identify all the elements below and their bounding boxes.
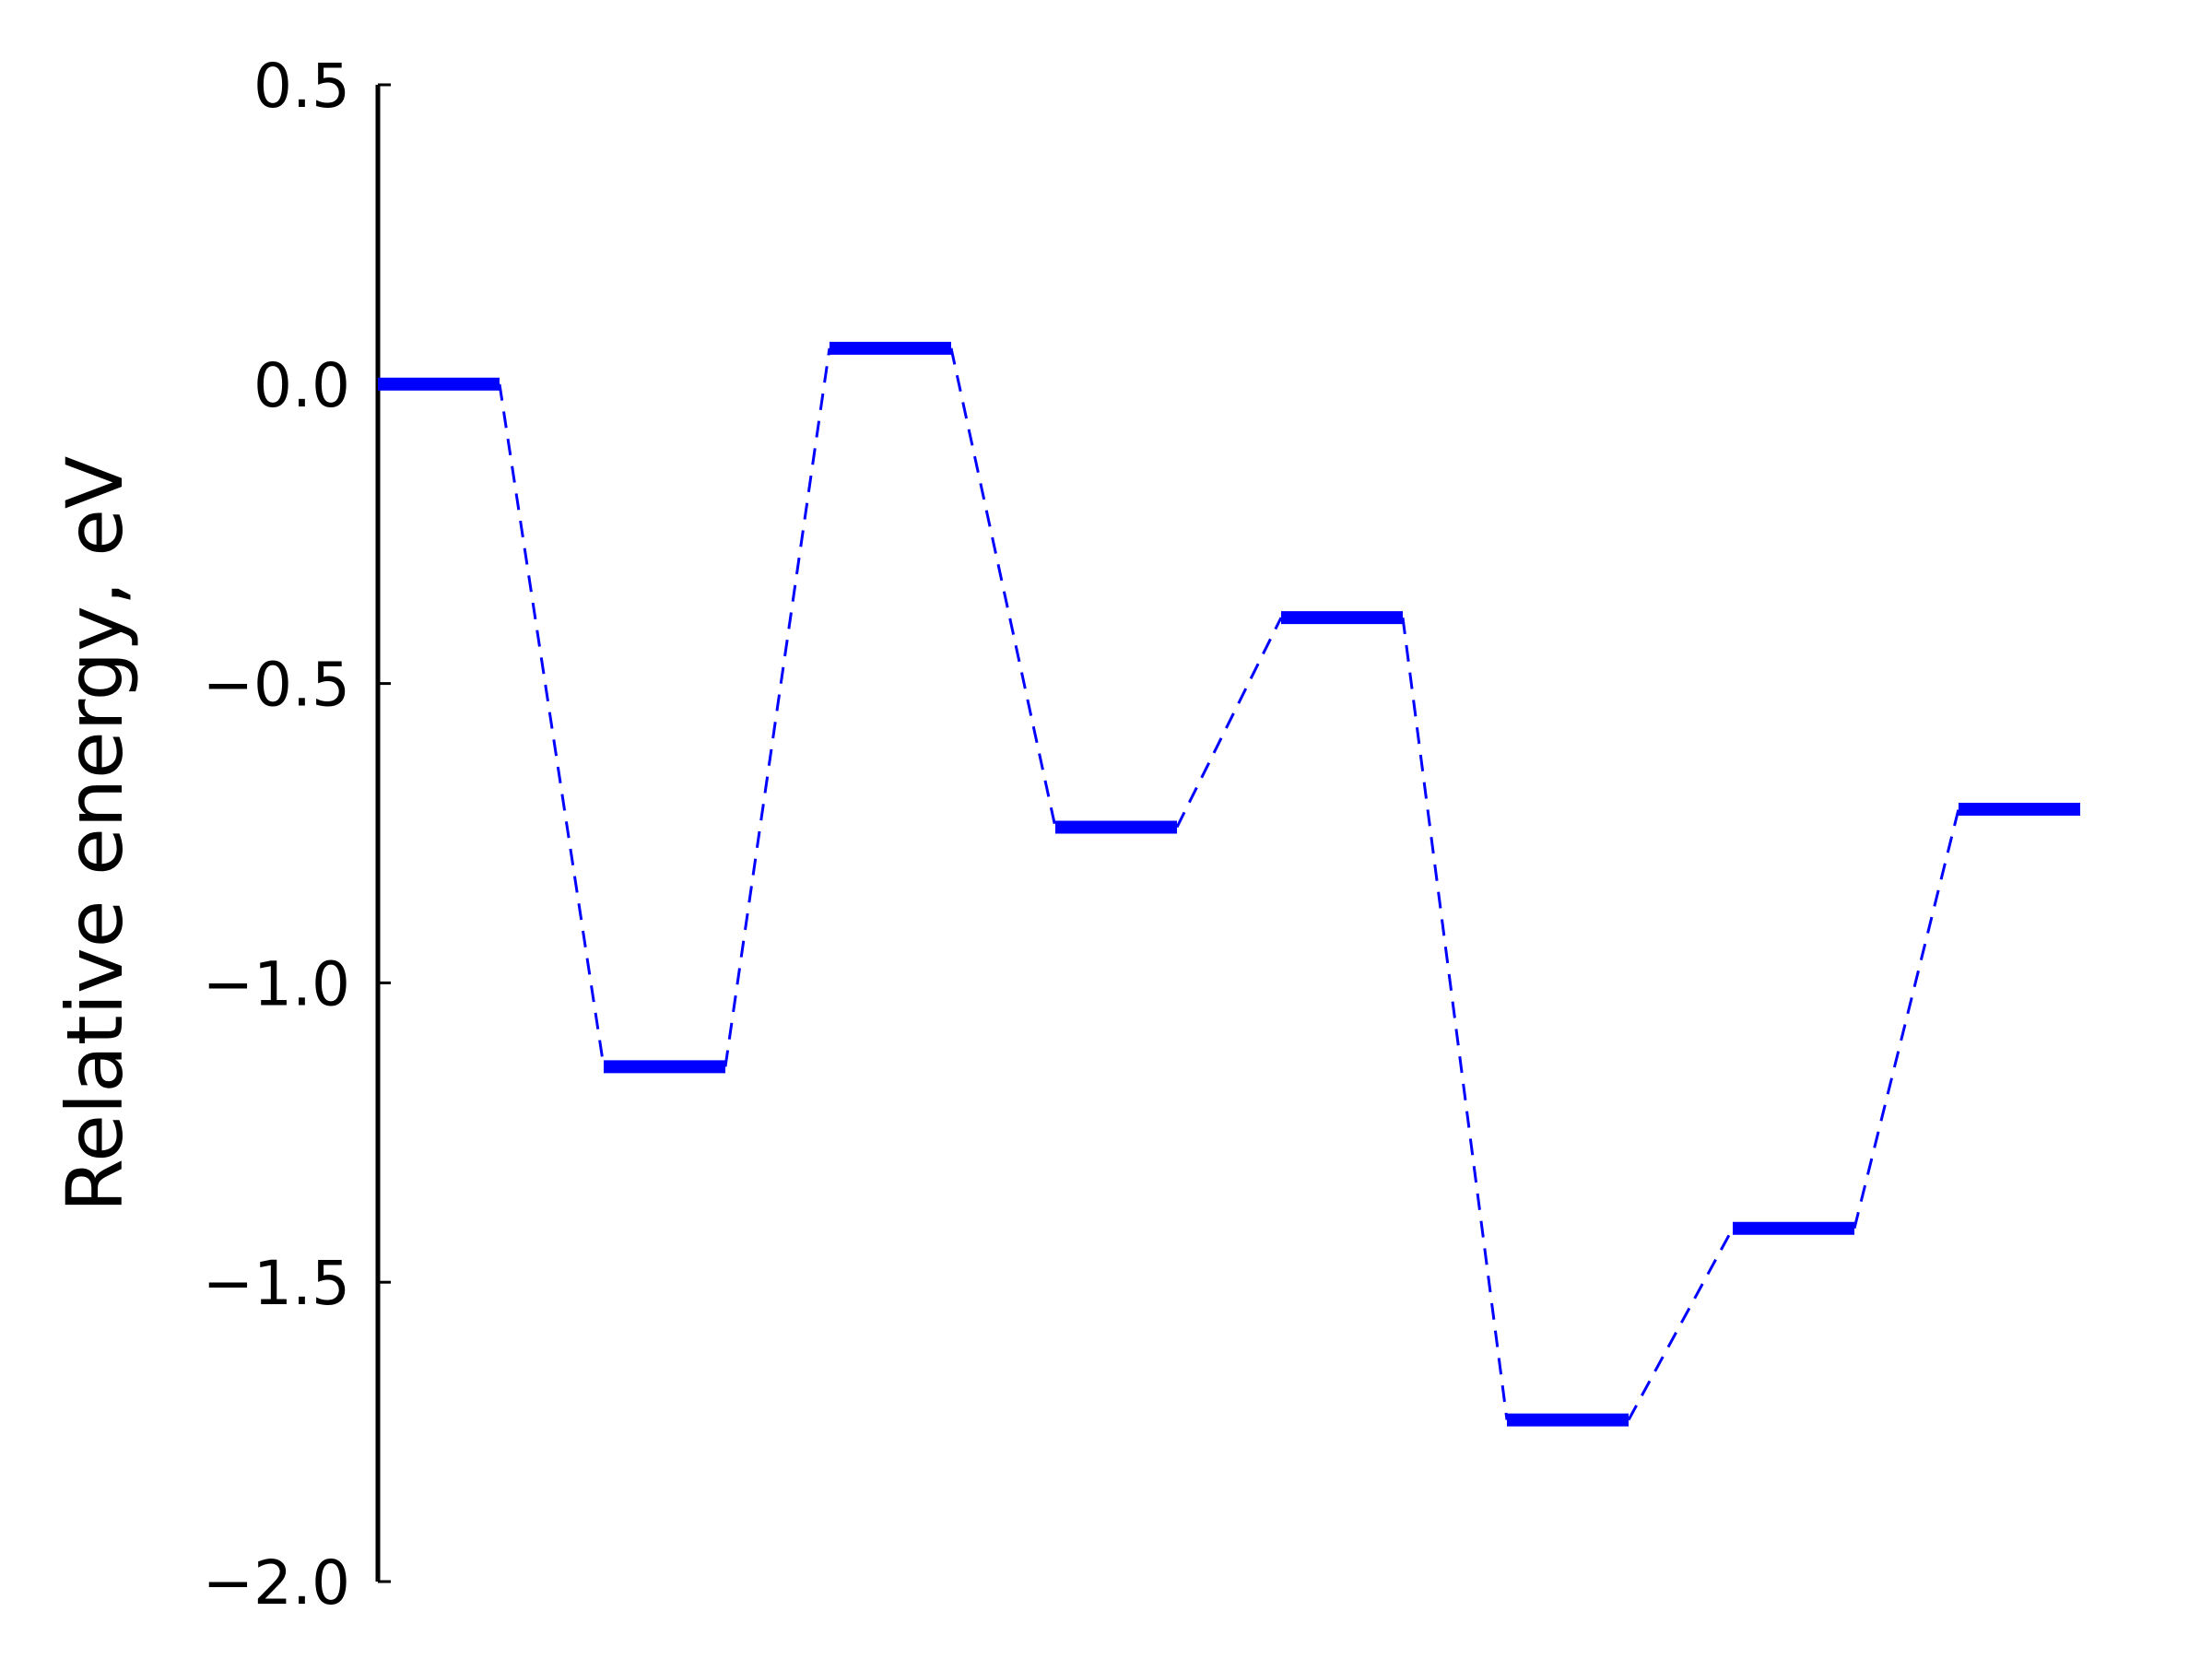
y-tick-label: 0.5	[253, 51, 350, 122]
energy-levels	[378, 341, 2080, 1427]
level-connector	[724, 347, 831, 1067]
level-connector	[1175, 617, 1283, 829]
level-connector	[1401, 617, 1509, 1420]
level-connectors	[498, 347, 1960, 1421]
y-tick-label: −0.5	[203, 650, 350, 721]
y-ticks: 0.5 0.0 −0.5 −1.0 −1.5 −2.0	[203, 51, 391, 1618]
y-tick-label: −2.0	[203, 1547, 350, 1618]
level-connector	[1627, 1228, 1735, 1421]
level-connector	[1853, 808, 1960, 1230]
y-axis-label: Relative energy, eV	[50, 456, 140, 1213]
y-tick-label: 0.0	[253, 350, 350, 421]
y-tick-label: −1.5	[203, 1248, 350, 1319]
y-tick-label: −1.0	[203, 948, 350, 1019]
level-connector	[498, 383, 606, 1067]
level-connector	[949, 347, 1057, 828]
